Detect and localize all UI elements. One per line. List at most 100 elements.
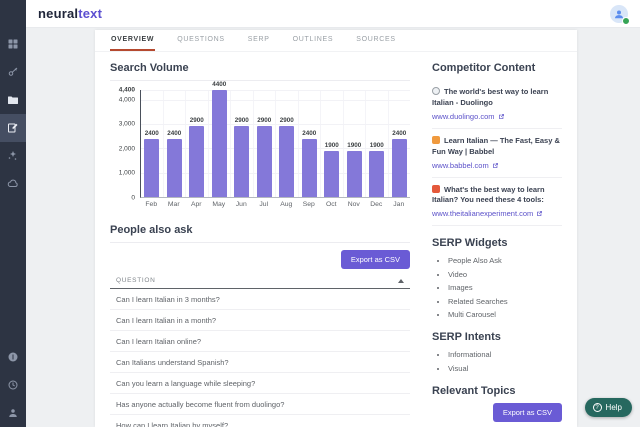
y-tick-label: 0 [131, 194, 135, 202]
chart-plot: 2400 2400 2900 4400 2900 2900 2900 2400 1900 1900… [140, 81, 410, 198]
question-row[interactable]: Can I learn Italian in 3 months? [110, 289, 410, 310]
rt-export-csv-button[interactable]: Export as CSV [492, 402, 562, 422]
tab-questions[interactable]: QUESTIONS [177, 36, 225, 43]
bar-cell: 2400 [162, 90, 186, 197]
bar-value-label: 2900 [279, 117, 294, 125]
competitor-title: Learn Italian — The Fast, Easy & Fun Way… [432, 135, 560, 156]
serp-intents-title: SERP Intents [432, 331, 501, 344]
credits-icon[interactable] [0, 343, 26, 371]
x-tick-label: Jun [235, 201, 247, 208]
composer-icon[interactable] [0, 114, 26, 142]
bar-value-label: 2400 [167, 129, 182, 137]
x-tick-label: Oct [325, 201, 337, 208]
bar-oct: 1900 [324, 142, 340, 197]
y-tick-label: 4,000 [118, 96, 135, 104]
question-row[interactable]: Can you learn a language while sleeping? [110, 373, 410, 394]
question-row[interactable]: Can I learn Italian online? [110, 331, 410, 352]
sparkles-icon[interactable] [0, 142, 26, 170]
y-tick-label: 2,000 [118, 145, 135, 153]
bar-value-label: 2400 [144, 129, 159, 137]
sidebar [0, 0, 26, 427]
competitor-link[interactable]: www.babbel.com [432, 161, 562, 170]
app-logo[interactable]: neuraltext [38, 6, 102, 21]
serp-widget-item: People Also Ask [448, 256, 562, 265]
left-column: Search Volume 0 1,000 2,000 3,000 4,000 4,400… [110, 62, 410, 427]
serp-widget-item: Images [448, 283, 562, 292]
bar-mar: 2400 [166, 130, 182, 197]
chart-plot-wrap: 2400 2400 2900 4400 2900 2900 2900 2400 1900 1900… [140, 81, 410, 208]
bar-cell: 2900 [252, 90, 276, 197]
gridline [141, 124, 410, 126]
bar-aug: 2900 [279, 117, 295, 197]
gridline [141, 99, 410, 101]
tab-outlines[interactable]: OUTLINES [292, 36, 334, 43]
top-header: neuraltext [26, 0, 640, 28]
content-card: OVERVIEW QUESTIONS SERP OUTLINES SOURCES Sea… [95, 30, 577, 427]
serp-intent-item: Visual [448, 364, 562, 373]
bar-value-label: 1900 [347, 141, 362, 149]
bar-nov: 1900 [346, 142, 362, 197]
folder-icon[interactable] [0, 86, 26, 114]
x-tick-label: May [212, 201, 226, 208]
search-volume-title: Search Volume [110, 62, 189, 74]
competitor-link[interactable]: www.theitalianexperiment.com [432, 209, 562, 218]
dashboard-grid-icon[interactable] [0, 30, 26, 58]
y-tick-label: 4,400 [118, 86, 135, 94]
content-body: Search Volume 0 1,000 2,000 3,000 4,000 4,400… [95, 52, 577, 427]
tab-overview[interactable]: OVERVIEW [110, 30, 156, 51]
x-tick-label: Aug [280, 201, 293, 208]
paa-table-header[interactable]: QUESTION [110, 273, 410, 289]
external-link-icon [492, 162, 499, 169]
serp-widget-item: Video [448, 270, 562, 279]
rt-export-row: Export as CSV [432, 402, 562, 422]
account-icon[interactable] [0, 399, 26, 427]
site-favicon [432, 135, 440, 144]
bar-cell: 1900 [320, 90, 343, 197]
question-column-header: QUESTION [116, 277, 156, 284]
bar-feb: 2400 [144, 130, 160, 197]
competitor-item: Learn Italian — The Fast, Easy & Fun Way… [432, 129, 562, 178]
divider [110, 242, 410, 243]
bar-cell: 4400 [207, 81, 231, 197]
competitor-url: www.theitalianexperiment.com [432, 209, 534, 219]
bar-sep: 2400 [301, 130, 317, 197]
serp-widget-item: Related Searches [448, 297, 562, 306]
x-tick-label: Nov [347, 201, 360, 208]
question-row[interactable]: How can I learn Italian by myself? [110, 415, 410, 427]
bar-cell: 1900 [365, 90, 388, 197]
right-column: Competitor Content The world's best way … [432, 62, 562, 427]
paa-export-row: Export as CSV [110, 250, 410, 269]
external-link-icon [536, 210, 543, 217]
question-row[interactable]: Has anyone actually become fluent from d… [110, 394, 410, 415]
competitor-item: What's the best way to learn Italian? Yo… [432, 178, 562, 227]
external-link-icon [498, 113, 505, 120]
competitor-link[interactable]: www.duolingo.com [432, 112, 562, 121]
paa-export-csv-button[interactable]: Export as CSV [340, 250, 410, 269]
cloud-icon[interactable] [0, 170, 26, 198]
bar-value-label: 2900 [189, 117, 204, 125]
sort-ascending-icon[interactable] [398, 278, 404, 283]
bar-value-label: 4400 [212, 81, 227, 88]
competitor-content-title: Competitor Content [432, 62, 536, 74]
x-tick-label: Apr [190, 201, 202, 208]
key-icon[interactable] [0, 58, 26, 86]
question-row[interactable]: Can I learn Italian in a month? [110, 310, 410, 331]
x-tick-label: Mar [167, 201, 180, 208]
question-mark-icon: ? [592, 403, 602, 412]
question-row[interactable]: Can Italians understand Spanish? [110, 352, 410, 373]
user-avatar[interactable] [610, 4, 630, 25]
tab-bar: OVERVIEW QUESTIONS SERP OUTLINES SOURCES [95, 30, 577, 52]
bar-cell: 2900 [185, 90, 208, 197]
competitor-title: What's the best way to learn Italian? Yo… [432, 184, 545, 205]
gridline [141, 172, 410, 174]
bar-value-label: 2400 [302, 129, 317, 137]
logo-secondary: text [78, 6, 103, 21]
bar-cell: 2400 [141, 90, 163, 197]
tab-sources[interactable]: SOURCES [356, 36, 396, 43]
serp-widgets-title: SERP Widgets [432, 237, 508, 250]
bar-dec: 1900 [369, 142, 385, 197]
history-icon[interactable] [0, 371, 26, 399]
help-button[interactable]: ? Help [584, 398, 632, 417]
tab-serp[interactable]: SERP [247, 36, 270, 43]
y-tick-label: 1,000 [118, 169, 135, 177]
